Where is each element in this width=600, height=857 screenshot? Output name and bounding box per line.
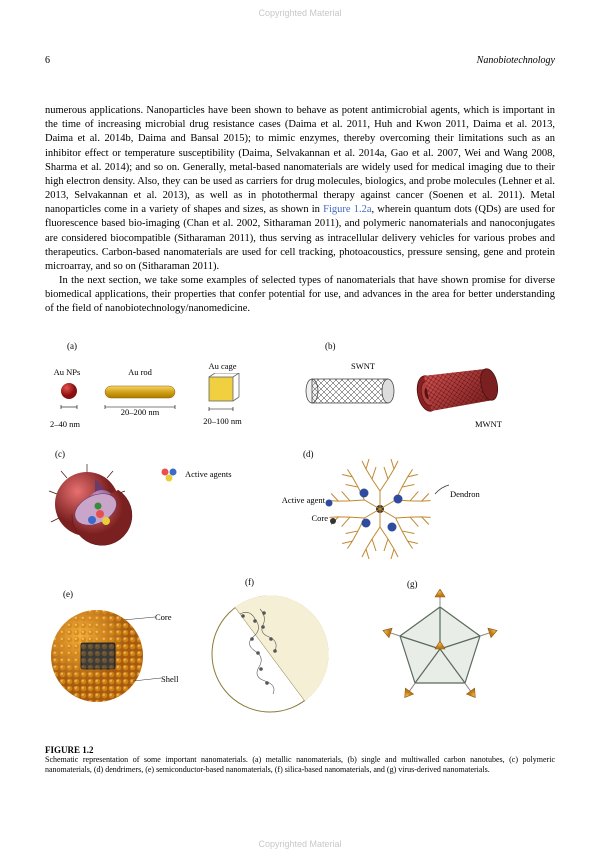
watermark-top: Copyrighted Material <box>0 8 600 18</box>
size-2-40: 2–40 nm <box>45 419 85 429</box>
panel-c-label: (c) <box>55 449 65 459</box>
core-dot <box>329 517 337 525</box>
body-text: numerous applications. Nanoparticles hav… <box>45 104 555 317</box>
para1-text: numerous applications. Nanoparticles hav… <box>45 105 555 215</box>
watermark-bottom: Copyrighted Material <box>0 839 600 849</box>
core-pointer-e <box>123 615 157 625</box>
polymeric-nano-icon <box>45 464 160 564</box>
mwnt-icon <box>413 357 503 417</box>
size-20-200: 20–200 nm <box>110 407 170 417</box>
shell-pointer <box>133 675 163 685</box>
active-agent-dot <box>325 499 333 507</box>
dendrimer-icon <box>320 454 440 564</box>
book-title: Nanobiotechnology <box>477 55 555 66</box>
au-nps-label: Au NPs <box>47 367 87 377</box>
swnt-label: SWNT <box>351 361 375 371</box>
active-agents-legend-icon <box>160 467 184 483</box>
figure-1-2: (a) Au NPs Au rod Au cage 2–40 nm 20–200… <box>45 339 555 739</box>
au-rod-label: Au rod <box>115 367 165 377</box>
dendron-pointer <box>433 479 453 499</box>
active-agents-label: Active agents <box>185 469 232 479</box>
mwnt-label: MWNT <box>475 419 502 429</box>
dendron-label: Dendron <box>450 489 480 499</box>
au-np-icon <box>55 379 83 417</box>
shell-label: Shell <box>161 674 178 684</box>
size-20-100: 20–100 nm <box>200 417 245 426</box>
panel-f-label: (f) <box>245 577 254 587</box>
active-agent-label: Active agent <box>270 495 325 505</box>
panel-a-label: (a) <box>67 341 77 351</box>
panel-e-label: (e) <box>63 589 73 599</box>
virus-icon <box>375 589 505 709</box>
panel-d-label: (d) <box>303 449 314 459</box>
paragraph-2: In the next section, we take some exampl… <box>45 274 555 317</box>
au-cage-icon <box>205 373 241 417</box>
figure-number: FIGURE 1.2 <box>45 745 555 755</box>
core-label-d: Core <box>298 513 328 523</box>
paragraph-1: numerous applications. Nanoparticles hav… <box>45 104 555 274</box>
figure-link[interactable]: Figure 1.2a <box>323 204 371 215</box>
panel-b-label: (b) <box>325 341 336 351</box>
core-label-e: Core <box>155 612 172 622</box>
page-content: 6 Nanobiotechnology numerous application… <box>0 0 600 825</box>
page-number: 6 <box>45 55 50 66</box>
figure-caption: FIGURE 1.2 Schematic representation of s… <box>45 745 555 775</box>
figure-caption-text: Schematic representation of some importa… <box>45 755 555 775</box>
swnt-icon <box>300 371 400 411</box>
silica-icon <box>205 589 335 719</box>
panel-g-label: (g) <box>407 579 418 589</box>
au-cage-label: Au cage <box>200 361 245 371</box>
page-header: 6 Nanobiotechnology <box>45 55 555 66</box>
